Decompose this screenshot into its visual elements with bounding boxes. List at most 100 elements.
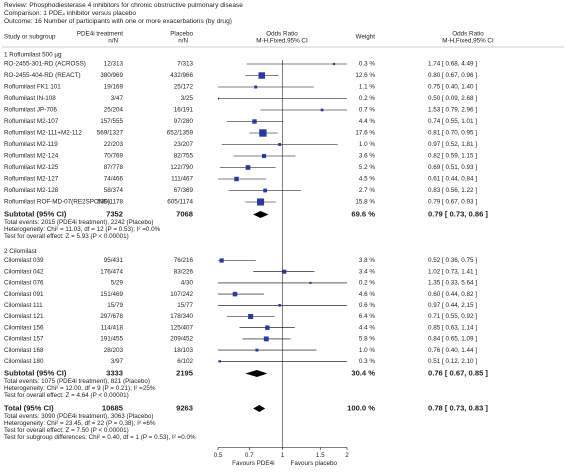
study-square [261,153,267,159]
comparison: Comparison: 1 PDE₄ inhibitor versus plac… [4,10,136,17]
treatment-count: 95/431 [104,257,124,264]
x-tick-label: 1 [281,452,285,459]
column-header: Weight [356,34,376,41]
favours-right: Favours placebo [291,460,338,467]
column-header: M-H,Fixed,95% CI [256,38,308,45]
odds-ratio: 0.81 [ 0.70, 0.95 ] [428,130,477,137]
study-name: Roflumilast M2-128 [4,187,59,194]
study-square [218,360,221,363]
placebo-count: 25/172 [174,84,194,91]
weight: 0.7 % [359,107,376,114]
study-name: Roflumilast M2-125 [4,164,59,171]
group-title: 1 Roflumilast 500 µg [4,52,62,59]
odds-ratio: 1.02 [ 0.73, 1.41 ] [428,268,477,275]
odds-ratio: 0.97 [ 0.44, 2.15 ] [428,302,477,309]
placebo-count: 15/77 [177,302,193,309]
treatment-count: 22/203 [104,141,124,148]
study-name: RO-2455-301-RD (ACROSS) [4,61,86,68]
study-name: Cilomilast 180 [4,358,44,365]
placebo-count: 23/207 [174,141,194,148]
placebo-count: 83/226 [174,268,194,275]
study-name: Subtotal (95% CI) [4,369,67,378]
x-tick-label: 0.7 [245,452,254,459]
group-note: Total events: 2015 (PDE4i treatment), 22… [4,219,153,226]
treatment-count: 569/1327 [97,130,124,137]
study-square [263,188,268,193]
outcome: Outcome: 16 Number of participants with … [4,18,232,25]
group-title: 2 Cilomilast [4,248,37,255]
study-square [282,269,287,274]
study-square [278,304,281,307]
odds-ratio: 0.61 [ 0.44, 0.84 ] [428,176,477,183]
x-tick-label: 2 [345,452,349,459]
group-note: Heterogeneity: Chi² = 12.00, df = 9 (P =… [4,385,156,392]
treatment-count: 157/555 [100,118,123,125]
treatment-count: 87/778 [104,164,124,171]
treatment-count: 5/29 [111,280,124,287]
odds-ratio: 0.85 [ 0.63, 1.14 ] [428,324,477,331]
treatment-count: 3333 [106,369,123,378]
column-header: Study or subgroup [4,34,56,41]
pooled-diamond [245,370,268,377]
review: Review: Phosphodiesterase 4 inhibitors f… [4,2,243,9]
weight: 15.8 % [355,199,375,206]
pooled-diamond [253,211,269,218]
weight: 4.6 % [359,291,376,298]
weight: 1.0 % [359,141,376,148]
study-name: Roflumilast ROF-MD-07(RE2SPOND) [4,199,110,206]
study-name: Cilomilast 039 [4,257,44,264]
treatment-count: 58/374 [104,187,124,194]
study-square [320,108,324,112]
weight: 0.3 % [359,358,376,365]
placebo-count: 7/313 [177,61,193,68]
weight: 3.8 % [359,257,376,264]
placebo-count: 122/790 [170,164,193,171]
placebo-count: 605/1174 [167,199,193,206]
study-name: Cilomilast 168 [4,347,44,354]
treatment-count: 12/313 [104,61,124,68]
group-note: Total events: 1075 (PDE4i treatment), 82… [4,378,150,385]
placebo-count: 209/452 [170,336,193,343]
odds-ratio: 0.50 [ 0.09, 2.68 ] [428,95,477,102]
placebo-count: 7068 [176,210,193,219]
favours-left: Favours PDE4i [232,460,274,467]
placebo-count: 67/369 [174,187,194,194]
placebo-count: 82/755 [174,153,194,160]
group-note: Test for overall effect: Z = 4.64 (P < 0… [4,392,129,399]
treatment-count: 539/1178 [97,199,123,206]
treatment-count: 74/466 [104,176,124,183]
placebo-count: 76/216 [174,257,194,264]
weight: 1.0 % [359,347,376,354]
odds-ratio: 0.74 [ 0.55, 1.01 ] [428,118,477,125]
study-name: Cilomilast 157 [4,336,44,343]
study-name: Roflumilast M2-111+M2-112 [4,130,82,137]
study-name: Cilomilast 042 [4,268,44,275]
study-name: Roflumilast FK1 101 [4,84,61,91]
column-header: M-H,Fixed,95% CI [442,38,494,45]
treatment-count: 25/204 [104,107,124,114]
study-square [332,62,336,66]
study-name: Roflumilast M2-127 [4,176,59,183]
column-header: n/N [178,38,188,45]
study-square [265,325,270,330]
total-note: Test for overall effect: Z = 7.50 (P < 0… [4,427,129,434]
odds-ratio: 0.82 [ 0.59, 1.15 ] [428,153,477,160]
odds-ratio: 0.52 [ 0.36, 0.75 ] [428,257,477,264]
odds-ratio: 0.60 [ 0.44, 0.82 ] [428,291,477,298]
weight: 100.0 % [347,404,375,413]
weight: 69.6 % [351,210,375,219]
total-note: Heterogeneity: Chi² = 23.45, df = 22 (P … [4,420,156,427]
treatment-count: 15/79 [107,302,123,309]
treatment-count: 28/203 [104,347,124,354]
treatment-count: 10685 [102,404,124,413]
study-square [258,72,265,79]
treatment-count: 176/474 [100,268,123,275]
odds-ratio: 0.83 [ 0.56, 1.22 ] [428,187,477,194]
study-name: Cilomilast 111 [4,302,43,309]
placebo-count: 97/280 [174,118,194,125]
odds-ratio: 1.74 [ 0.68, 4.49 ] [428,61,477,68]
treatment-count: 70/769 [104,153,124,160]
treatment-count: 7352 [106,210,123,219]
study-square [219,258,224,263]
